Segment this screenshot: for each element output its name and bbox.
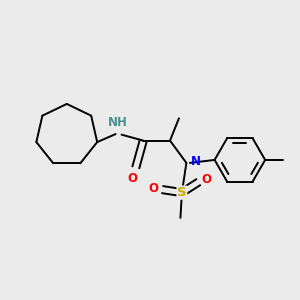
Text: NH: NH [108, 116, 128, 129]
Text: O: O [202, 173, 212, 186]
Text: O: O [148, 182, 158, 195]
Text: N: N [191, 155, 201, 168]
Text: O: O [128, 172, 138, 185]
Text: S: S [177, 186, 187, 199]
